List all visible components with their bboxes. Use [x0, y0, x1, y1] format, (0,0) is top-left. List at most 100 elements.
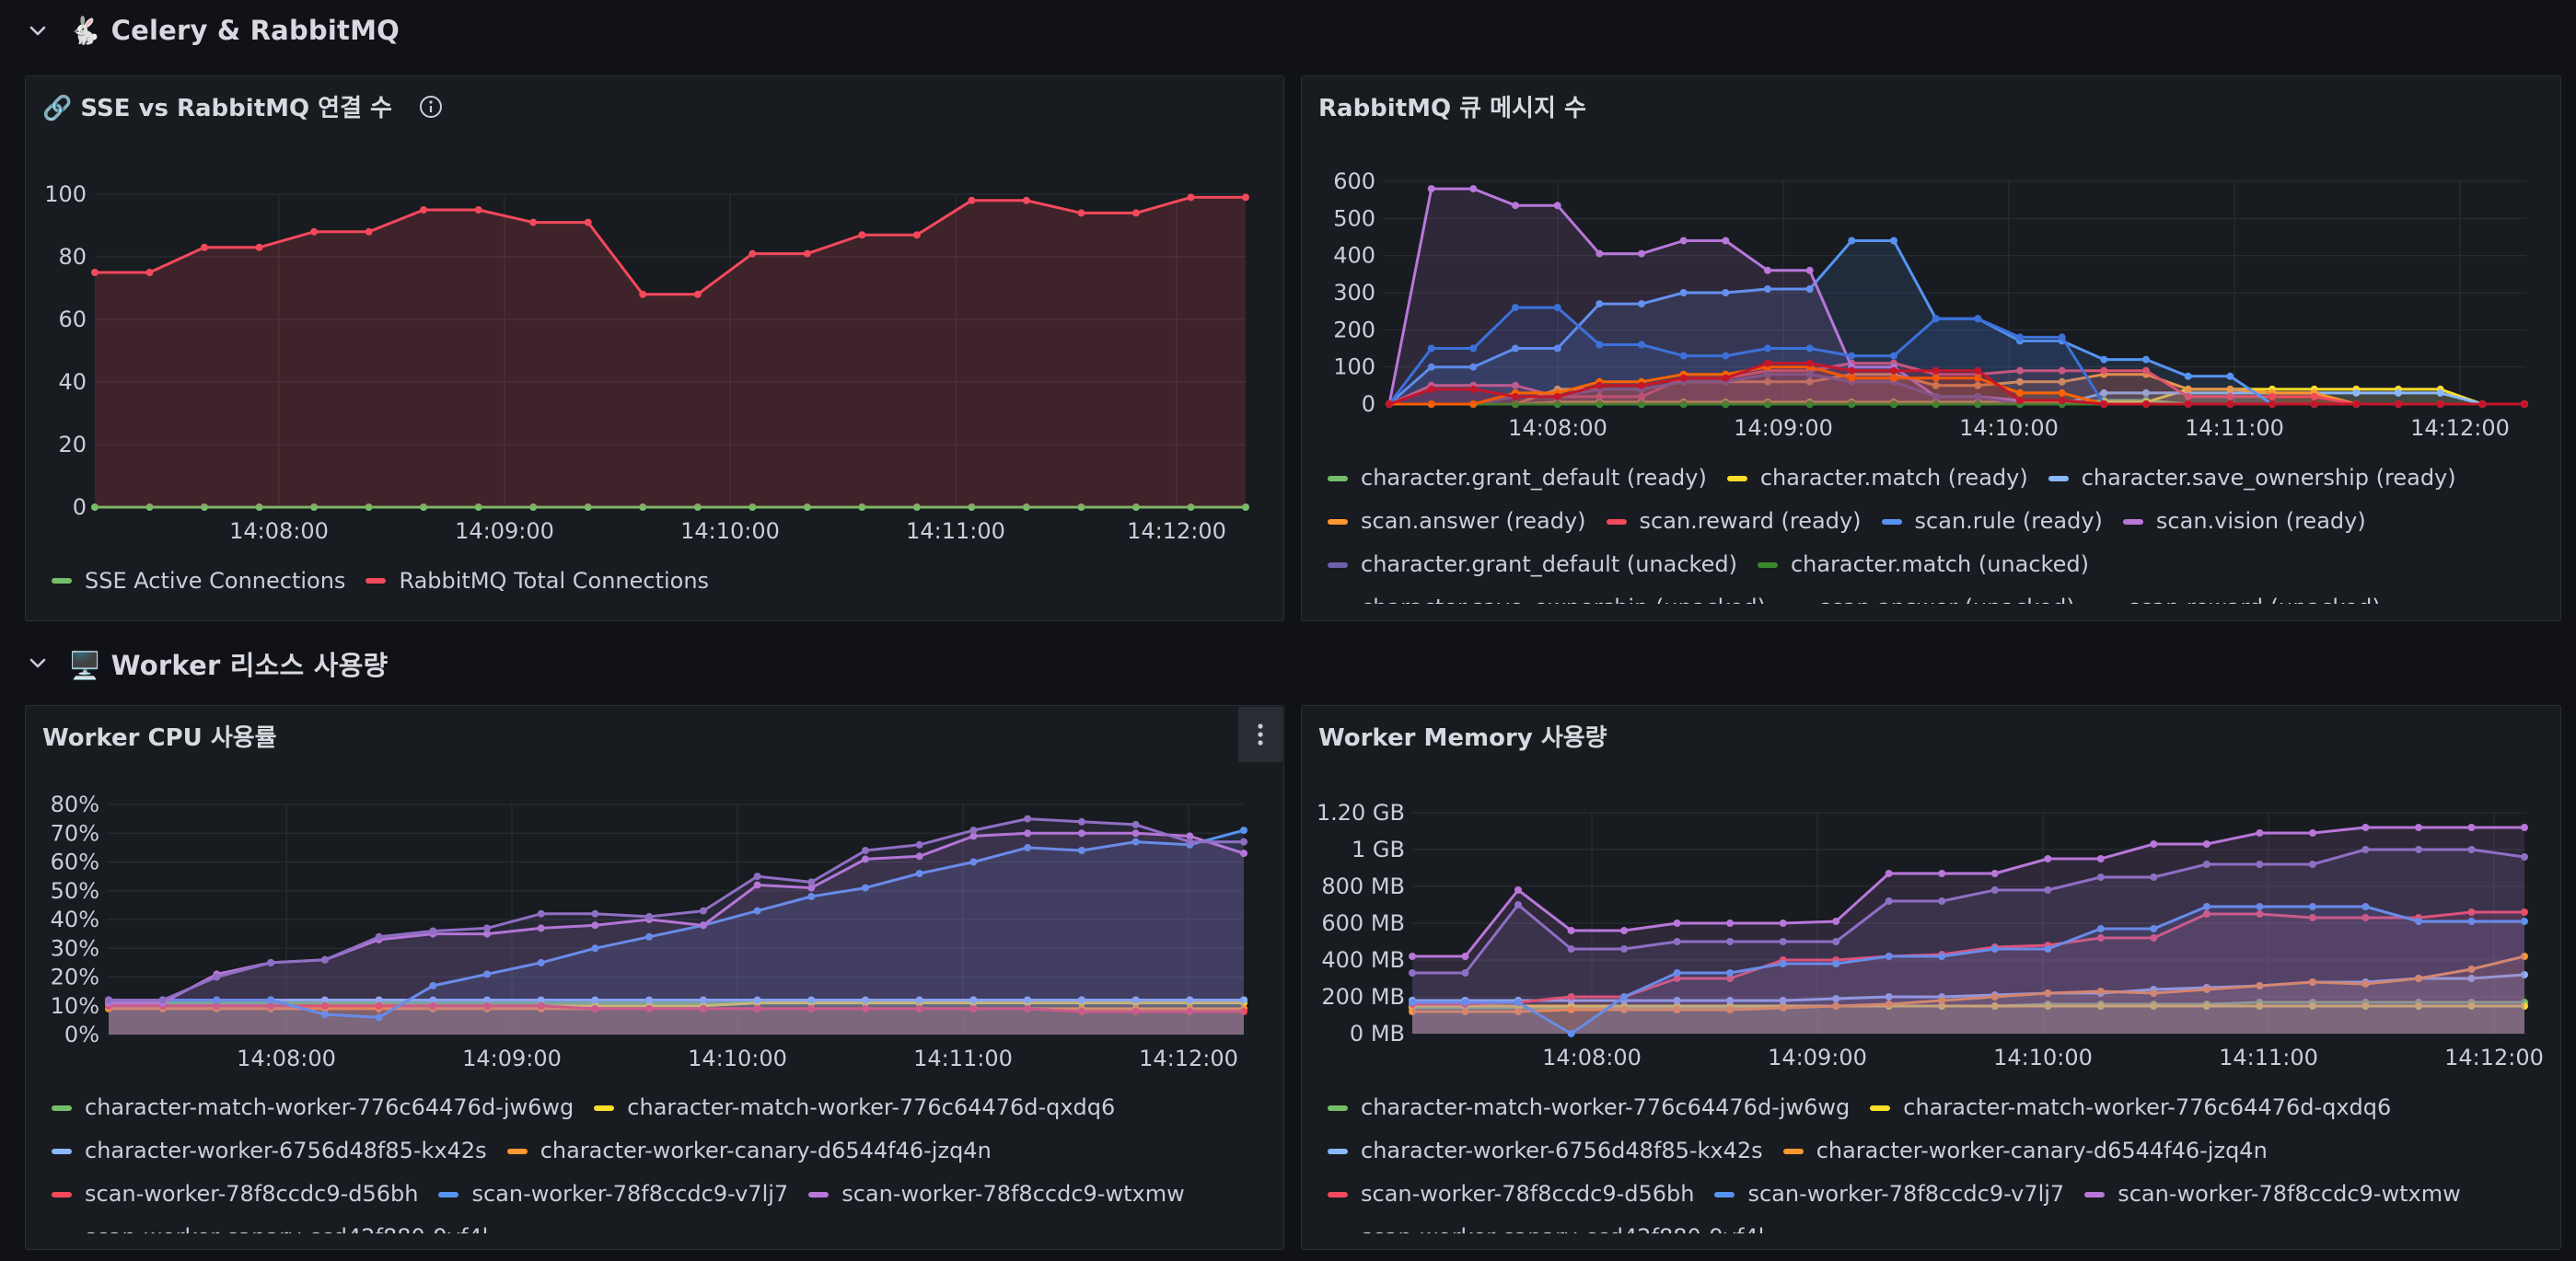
data-point: [213, 996, 221, 1004]
legend-item[interactable]: character-match-worker-776c64476d-jw6wg: [1328, 1086, 1850, 1129]
series-5[interactable]: [105, 827, 1247, 1035]
data-point: [1932, 392, 1940, 400]
legend-item[interactable]: character-worker-6756d48f85-kx42s: [52, 1129, 487, 1173]
legend-label: scan.answer (unacked): [1819, 586, 2075, 604]
legend-item[interactable]: character.grant_default (unacked): [1328, 543, 1737, 586]
series-0[interactable]: [91, 503, 1249, 511]
legend-item[interactable]: scan.reward (ready): [1606, 500, 1862, 543]
legend-item[interactable]: character.save_ownership (ready): [2048, 457, 2456, 500]
legend-item[interactable]: character.grant_default (ready): [1328, 457, 1707, 500]
legend-item[interactable]: character-worker-6756d48f85-kx42s: [1328, 1129, 1763, 1173]
legend-item[interactable]: SSE Active Connections: [52, 558, 345, 604]
series-5[interactable]: [1409, 903, 2528, 1037]
data-point: [807, 878, 816, 886]
legend-label: character-worker-canary-d6544f46-jzq4n: [1816, 1138, 2268, 1163]
legend-swatch: [1606, 518, 1627, 525]
data-point: [639, 290, 647, 298]
series-3[interactable]: [1409, 953, 2528, 1034]
legend-label: scan.reward (unacked): [2129, 586, 2381, 604]
data-point: [1990, 945, 1999, 953]
chart-queue[interactable]: 0 100 200 300 400 500 600 14:08:00 14:09:00 14:10…: [1302, 76, 2561, 454]
data-point: [255, 503, 263, 511]
data-point: [1974, 366, 1982, 375]
series-7[interactable]: [105, 815, 1247, 1035]
data-point: [591, 944, 599, 953]
chart-sse[interactable]: 0 20 40 60 80 100 14:08:00 14:09:00 14:10:00 14:1…: [26, 76, 1284, 555]
series-6[interactable]: [1409, 824, 2528, 1034]
legend-item[interactable]: scan-worker-78f8ccdc9-v7lj7: [1714, 1173, 2064, 1216]
legend-item[interactable]: scan.answer (unacked): [1786, 586, 2075, 604]
panel-menu-button[interactable]: [1238, 707, 1282, 762]
data-point: [2016, 366, 2024, 375]
data-point: [1938, 897, 1946, 905]
data-point: [1595, 249, 1604, 258]
legend-item[interactable]: scan.vision (ready): [2122, 500, 2366, 543]
legend-item[interactable]: character-match-worker-776c64476d-qxdq6: [594, 1086, 1115, 1129]
row-header-celery[interactable]: 🐇 Celery & RabbitMQ: [26, 15, 400, 47]
legend-item[interactable]: character.match (unacked): [1757, 543, 2089, 586]
legend-item[interactable]: scan-worker-78f8ccdc9-d56bh: [52, 1173, 418, 1216]
legend-item[interactable]: scan.answer (ready): [1328, 500, 1586, 543]
legend-label: scan.reward (ready): [1639, 508, 1862, 534]
legend-item[interactable]: character-match-worker-776c64476d-qxdq6: [1870, 1086, 2391, 1129]
data-point: [1186, 1008, 1194, 1015]
legend-item[interactable]: scan-worker-78f8ccdc9-v7lj7: [438, 1173, 788, 1216]
panel-worker-memory: Worker Memory 사용량 0 MB 200 MB 400 MB 600 MB…: [1301, 705, 2561, 1250]
legend-item[interactable]: character.match (ready): [1726, 457, 2028, 500]
row-header-worker[interactable]: 🖥️ Worker 리소스 사용량: [26, 644, 388, 683]
chevron-down-icon[interactable]: [26, 652, 50, 676]
data-point: [591, 1004, 599, 1012]
data-point: [2096, 1002, 2105, 1010]
data-point: [753, 881, 761, 889]
legend-item[interactable]: scan-worker-78f8ccdc9-d56bh: [1328, 1173, 1694, 1216]
chart-mem[interactable]: 0 MB 200 MB 400 MB 600 MB 800 MB 1 GB 1.20 GB 1…: [1302, 706, 2561, 1083]
data-point: [645, 1004, 654, 1012]
legend-item[interactable]: scan-worker-78f8ccdc9-wtxmw: [808, 1173, 1185, 1216]
legend-item[interactable]: scan-worker-canary-ccd42f880-9vf4l: [52, 1216, 488, 1233]
data-point: [2269, 392, 2276, 400]
legend-item[interactable]: scan.reward (unacked): [2095, 586, 2381, 604]
series-7[interactable]: [1409, 846, 2528, 1034]
data-point: [1764, 359, 1771, 367]
legend-item[interactable]: scan-worker-canary-ccd42f880-9vf4l: [1328, 1216, 1764, 1233]
data-point: [1567, 927, 1575, 934]
data-point: [1805, 370, 1814, 378]
legend-label: character.match (ready): [1759, 465, 2028, 491]
legend-item[interactable]: character-match-worker-776c64476d-jw6wg: [52, 1086, 574, 1129]
data-point: [915, 996, 923, 1004]
legend-item[interactable]: scan.rule (ready): [1881, 500, 2103, 543]
data-point: [2436, 400, 2444, 408]
series-1[interactable]: [91, 193, 1249, 507]
legend-item[interactable]: scan-worker-78f8ccdc9-wtxmw: [2084, 1173, 2461, 1216]
chevron-down-icon[interactable]: [26, 19, 50, 43]
legend-item[interactable]: character.save_ownership (unacked): [1328, 586, 1766, 604]
data-point: [1461, 1008, 1469, 1015]
data-point: [2308, 1002, 2316, 1010]
legend-item[interactable]: character-worker-canary-d6544f46-jzq4n: [506, 1129, 992, 1173]
data-point: [429, 1001, 437, 1010]
data-point: [158, 996, 167, 1004]
data-point: [1595, 400, 1604, 408]
data-point: [1240, 838, 1247, 846]
data-point: [2142, 388, 2150, 397]
data-point: [748, 249, 757, 258]
data-point: [105, 996, 112, 1004]
data-point: [969, 1004, 978, 1012]
legend-item[interactable]: character-worker-canary-d6544f46-jzq4n: [1782, 1129, 2268, 1173]
data-point: [429, 996, 437, 1004]
data-point: [2142, 366, 2150, 375]
info-icon[interactable]: [418, 94, 444, 120]
data-point: [2467, 824, 2476, 831]
legend-label: scan-worker-78f8ccdc9-v7lj7: [1747, 1181, 2065, 1207]
data-point: [483, 930, 491, 938]
data-point: [1567, 993, 1575, 1001]
legend-item[interactable]: RabbitMQ Total Connections: [366, 558, 709, 604]
series-line: [95, 195, 1246, 296]
series-line: [1412, 954, 2525, 1013]
data-point: [1620, 945, 1629, 953]
series-11[interactable]: [1386, 359, 2528, 408]
data-point: [537, 909, 545, 918]
data-point: [2058, 377, 2066, 386]
chart-cpu[interactable]: 0% 10% 20% 30% 40% 50% 60% 70% 80% 14:08:00 14:09:…: [26, 706, 1284, 1083]
data-point: [1726, 938, 1735, 945]
